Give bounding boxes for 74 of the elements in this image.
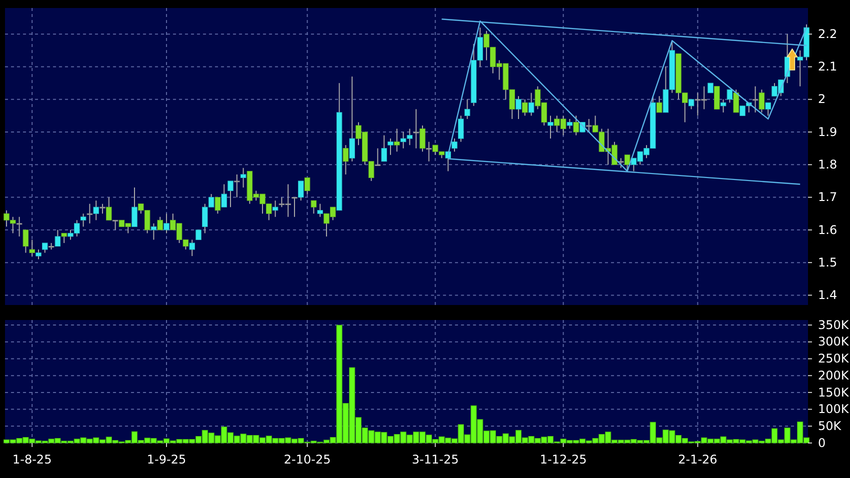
x-tick-label: 3-11-25 <box>412 452 459 467</box>
y-tick-label: 1.4 <box>818 288 838 302</box>
candlestick <box>80 213 86 228</box>
candlestick <box>16 216 22 237</box>
candlestick <box>573 115 579 136</box>
candlestick <box>458 115 464 142</box>
y-tick-label: 100K <box>818 402 850 416</box>
y-tick-label: 1.5 <box>818 255 838 270</box>
candlestick <box>157 216 163 230</box>
y-tick-label: 300K <box>818 334 850 349</box>
candlestick <box>522 98 528 116</box>
candlestick <box>394 128 400 152</box>
y-tick-label: 1.8 <box>818 158 838 172</box>
candlestick <box>765 102 771 116</box>
y-tick-label: 150K <box>818 385 850 400</box>
candlestick <box>240 167 246 188</box>
y-tick-label: 200K <box>818 368 850 382</box>
candlestick <box>304 177 310 195</box>
candlestick <box>132 187 138 228</box>
candlestick <box>656 96 662 113</box>
candlestick <box>720 98 726 113</box>
candlestick <box>221 184 227 208</box>
candlestick <box>342 144 349 175</box>
y-tick-label: 2.1 <box>818 60 838 74</box>
candlestick <box>272 200 278 218</box>
y-tick-label: 250K <box>818 352 850 366</box>
candlestick <box>112 220 118 230</box>
candlestick <box>618 158 624 168</box>
candlestick <box>189 239 195 257</box>
candlestick <box>234 174 240 198</box>
x-tick-label: 1-8-25 <box>12 452 52 467</box>
candlestick <box>310 200 317 214</box>
candlestick <box>61 232 67 244</box>
y-tick-label: 350K <box>818 318 850 332</box>
candlestick <box>150 222 157 240</box>
candlestick <box>516 96 522 120</box>
candlestick <box>528 92 534 116</box>
y-tick-label: 50K <box>818 418 842 433</box>
candlestick <box>214 196 221 214</box>
candlestick <box>752 86 758 113</box>
y-tick-label: 1.6 <box>818 222 838 237</box>
x-tick-label: 1-12-25 <box>540 452 587 467</box>
candlestick <box>317 203 323 218</box>
candlestick <box>733 89 739 113</box>
candlestick <box>292 196 298 218</box>
x-tick-label: 2-10-25 <box>284 452 331 467</box>
y-tick-label: 2 <box>818 92 826 106</box>
candlestick <box>548 115 554 140</box>
candlestick <box>586 118 592 133</box>
candlestick <box>374 148 381 166</box>
y-tick-label: 2.2 <box>818 26 838 41</box>
y-tick-label: 1.9 <box>818 124 838 139</box>
candlestick <box>86 203 93 224</box>
candlestick <box>381 134 387 162</box>
x-tick-label: 2-1-26 <box>678 452 718 467</box>
candlestick <box>708 82 714 94</box>
candlestick <box>413 108 419 149</box>
candlestick <box>388 138 394 156</box>
candlestick <box>464 98 470 120</box>
x-tick-label: 1-9-25 <box>146 452 186 467</box>
candlestick <box>164 213 170 234</box>
candlestick <box>196 229 202 240</box>
candlestick <box>426 141 432 162</box>
y-tick-label: 0 <box>818 436 826 450</box>
y-tick-label: 1.7 <box>818 190 838 204</box>
candlestick <box>452 138 458 152</box>
candlestick <box>100 203 106 214</box>
candlestick <box>349 76 355 162</box>
candlestick <box>22 229 29 254</box>
candlestick <box>566 118 573 130</box>
candlestick <box>29 239 35 257</box>
candlestick <box>726 89 733 104</box>
candlestick <box>714 86 720 110</box>
candlestick <box>36 249 42 260</box>
